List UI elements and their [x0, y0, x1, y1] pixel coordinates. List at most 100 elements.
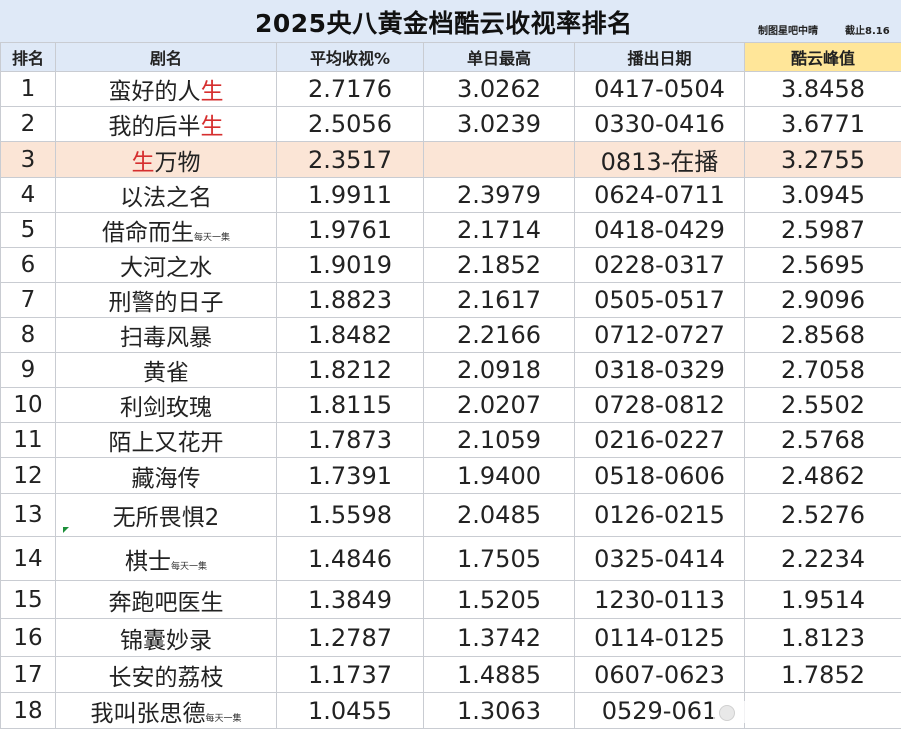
- page-title: 2025央八黄金档酷云收视率排名: [255, 9, 633, 38]
- name-main: 利剑玫瑰: [120, 395, 212, 421]
- table-row: 4 以法之名 1.9911 2.3979 0624-0711 3.0945: [0, 177, 901, 213]
- name-red-prefix: 生: [131, 149, 155, 176]
- rank-cell: 6: [0, 247, 56, 283]
- high-cell: 2.0207: [423, 387, 575, 423]
- name-note: 每天一集: [170, 561, 207, 572]
- avg-cell: 1.3849: [276, 580, 424, 619]
- rank-cell: 11: [0, 422, 56, 458]
- date-cell: 0417-0504: [574, 71, 745, 107]
- high-cell: 2.1714: [423, 212, 575, 248]
- high-cell: 1.7505: [423, 536, 575, 581]
- avg-cell: 2.7176: [276, 71, 424, 107]
- header-high: 单日最高: [423, 42, 575, 72]
- avg-cell: 1.9911: [276, 177, 424, 213]
- peak-cell: 2.5768: [744, 422, 901, 458]
- peak-cell: 2.9096: [744, 282, 901, 318]
- high-cell: 1.3063: [423, 692, 575, 729]
- rank-cell: 13: [0, 493, 56, 537]
- date-cell: 0330-0416: [574, 106, 745, 142]
- table-row: 5 借命而生每天一集 1.9761 2.1714 0418-0429 2.5987: [0, 212, 901, 248]
- watermark-logo-icon: [719, 705, 735, 721]
- table-row: 9 黄雀 1.8212 2.0918 0318-0329 2.7058: [0, 352, 901, 388]
- name-cell: 藏海传: [55, 457, 277, 494]
- name-note: 每天一集: [193, 233, 230, 243]
- avg-cell: 1.8482: [276, 317, 424, 353]
- rank-cell: 18: [0, 692, 56, 729]
- date-cell: 0418-0429: [574, 212, 745, 248]
- rank-cell: 17: [0, 656, 56, 693]
- rank-cell: 3: [0, 141, 56, 178]
- high-cell: 2.1617: [423, 282, 575, 318]
- avg-cell: 1.8823: [276, 282, 424, 318]
- name-cell: 陌上又花开: [55, 422, 277, 458]
- peak-cell: 2.8568: [744, 317, 901, 353]
- credit-author: 制图星吧中晴: [758, 26, 818, 37]
- name-cell: 我叫张思德每天一集: [55, 692, 277, 729]
- date-cell: 0518-0606: [574, 457, 745, 494]
- avg-cell: 2.3517: [276, 141, 424, 178]
- rank-cell: 7: [0, 282, 56, 318]
- peak-cell: 2.5987: [744, 212, 901, 248]
- date-cell: 0216-0227: [574, 422, 745, 458]
- name-main: 锦囊妙录: [120, 627, 212, 654]
- peak-cell: 3.8458: [744, 71, 901, 107]
- watermark: [713, 701, 893, 723]
- date-cell: 0126-0215: [574, 493, 745, 537]
- table-row: 1 蛮好的人生 2.7176 3.0262 0417-0504 3.8458: [0, 71, 901, 107]
- avg-cell: 1.4846: [276, 536, 424, 581]
- name-cell: 锦囊妙录: [55, 618, 277, 657]
- peak-cell: 2.4862: [744, 457, 901, 494]
- credit-date: 截止8.16: [845, 26, 890, 37]
- peak-cell: 3.2755: [744, 141, 901, 178]
- avg-cell: 1.5598: [276, 493, 424, 537]
- high-cell: 1.4885: [423, 656, 575, 693]
- header-peak: 酷云峰值: [744, 42, 901, 72]
- name-cell: 借命而生每天一集: [55, 212, 277, 248]
- name-cell: 黄雀: [55, 352, 277, 388]
- name-main: 无所畏惧2: [112, 505, 220, 531]
- table-row: 12 藏海传 1.7391 1.9400 0518-0606 2.4862: [0, 457, 901, 494]
- peak-cell: 2.2234: [744, 536, 901, 581]
- table-row: 3 生万物 2.3517 0813-在播 3.2755: [0, 141, 901, 178]
- peak-cell: 1.9514: [744, 580, 901, 619]
- table-row: 17 长安的荔枝 1.1737 1.4885 0607-0623 1.7852: [0, 656, 901, 693]
- avg-cell: 1.0455: [276, 692, 424, 729]
- avg-cell: 1.2787: [276, 618, 424, 657]
- date-cell: 0505-0517: [574, 282, 745, 318]
- avg-cell: 1.9761: [276, 212, 424, 248]
- table-row: 14 棋士每天一集 1.4846 1.7505 0325-0414 2.2234: [0, 536, 901, 581]
- peak-cell: 2.5695: [744, 247, 901, 283]
- high-cell: 3.0239: [423, 106, 575, 142]
- peak-cell: 1.7852: [744, 656, 901, 693]
- rank-cell: 8: [0, 317, 56, 353]
- name-main: 我叫张思德: [90, 700, 206, 727]
- date-cell: 0228-0317: [574, 247, 745, 283]
- rank-cell: 2: [0, 106, 56, 142]
- high-cell: 2.0918: [423, 352, 575, 388]
- name-main: 大河之水: [120, 255, 212, 281]
- title-bar: 2025央八黄金档酷云收视率排名 制图星吧中晴 截止8.16: [0, 0, 901, 43]
- name-cell: 蛮好的人生: [55, 71, 277, 107]
- table-row: 15 奔跑吧医生 1.3849 1.5205 1230-0113 1.9514: [0, 580, 901, 619]
- name-main: 蛮好的人: [108, 79, 201, 105]
- name-cell: 棋士每天一集: [55, 536, 277, 581]
- peak-cell: 2.7058: [744, 352, 901, 388]
- high-cell: 2.2166: [423, 317, 575, 353]
- header-rank: 排名: [0, 42, 56, 72]
- high-cell: 2.0485: [423, 493, 575, 537]
- name-main: 借命而生: [101, 220, 194, 246]
- name-main: 陌上又花开: [108, 430, 224, 456]
- name-main: 刑警的日子: [108, 290, 224, 316]
- high-cell: 3.0262: [423, 71, 575, 107]
- avg-cell: 1.1737: [276, 656, 424, 693]
- rank-cell: 10: [0, 387, 56, 423]
- name-cell: 刑警的日子: [55, 282, 277, 318]
- date-cell: 1230-0113: [574, 580, 745, 619]
- name-main: 扫毒风暴: [120, 325, 212, 351]
- date-cell: 0318-0329: [574, 352, 745, 388]
- name-cell: 利剑玫瑰: [55, 387, 277, 423]
- header-row: 排名 剧名 平均收视% 单日最高 播出日期 酷云峰值: [0, 42, 901, 72]
- name-cell: 我的后半生: [55, 106, 277, 142]
- name-cell: 扫毒风暴: [55, 317, 277, 353]
